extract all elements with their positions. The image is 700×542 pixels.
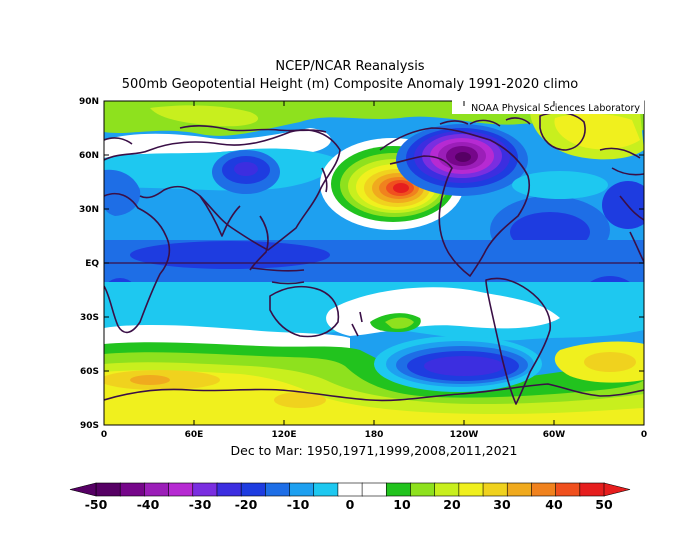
credit-label: NOAA Physical Sciences Laboratory bbox=[471, 103, 640, 114]
colorbar-swatch bbox=[119, 482, 146, 497]
field-europe-blue bbox=[104, 169, 141, 216]
colorbar-left-arrow bbox=[69, 482, 97, 497]
lon-label-120w: 120W bbox=[450, 430, 479, 440]
field-southern-ocean-bright bbox=[104, 370, 644, 425]
colorbar-label-20: 20 bbox=[443, 497, 461, 512]
colorbar-swatch bbox=[361, 482, 388, 497]
coastlines bbox=[104, 111, 644, 405]
colorbar-swatch bbox=[313, 482, 339, 497]
coast-indochina bbox=[249, 215, 269, 271]
colorbar-swatch bbox=[434, 482, 460, 497]
coast-new-zealand bbox=[351, 311, 363, 337]
colorbar-swatch bbox=[579, 482, 605, 497]
colorbar-label-neg10: -10 bbox=[287, 497, 310, 512]
colorbar-swatch bbox=[265, 482, 291, 497]
colorbar-swatch bbox=[240, 482, 267, 497]
field-arctic-yellow-east-core bbox=[554, 113, 640, 150]
colorbar-label-0: 0 bbox=[346, 497, 355, 512]
colorbar-swatch bbox=[337, 482, 363, 497]
colorbar-swatch bbox=[410, 482, 436, 497]
coast-australia bbox=[269, 285, 340, 338]
coast-canadian-arctic bbox=[439, 117, 531, 127]
lon-label-60e: 60E bbox=[185, 430, 204, 440]
colorbar-label-40: 40 bbox=[545, 497, 563, 512]
field-siberia-trough-core bbox=[234, 162, 258, 176]
coast-africa bbox=[104, 192, 171, 334]
coast-north-america bbox=[379, 127, 531, 277]
coast-india bbox=[199, 195, 241, 237]
coast-eurasia bbox=[104, 129, 341, 251]
lat-label-60s: 60S bbox=[80, 367, 99, 377]
field-canada-trough-core bbox=[455, 152, 471, 162]
colorbar-swatch bbox=[95, 482, 121, 497]
coast-western-europe bbox=[619, 195, 644, 263]
lon-axis: 0 60E 120E 180 120W 60W 0 bbox=[101, 101, 647, 440]
field-north-atlantic-cyan bbox=[512, 171, 608, 199]
lat-label-90n: 90N bbox=[79, 97, 99, 107]
colorbar-label-10: 10 bbox=[393, 497, 411, 512]
lat-label-30s: 30S bbox=[80, 313, 99, 323]
credit-box bbox=[452, 100, 644, 114]
colorbar-swatch bbox=[482, 482, 509, 497]
colorbar-label-neg30: -30 bbox=[189, 497, 212, 512]
colorbar-swatch bbox=[458, 482, 484, 497]
colorbar-label-neg20: -20 bbox=[235, 497, 258, 512]
colorbar-swatch bbox=[531, 482, 557, 497]
colorbar-label-50: 50 bbox=[595, 497, 613, 512]
colorbar bbox=[69, 482, 631, 497]
colorbar-label-30: 30 bbox=[493, 497, 511, 512]
lat-label-60n: 60N bbox=[79, 151, 99, 161]
field-south-white-indian bbox=[104, 324, 350, 350]
colorbar-swatch bbox=[168, 482, 194, 497]
coast-antarctica bbox=[104, 383, 644, 402]
map-plot-area bbox=[104, 101, 644, 425]
coast-south-america bbox=[485, 277, 552, 405]
field-antarctic-gold bbox=[274, 392, 326, 408]
lon-label-60w: 60W bbox=[543, 430, 566, 440]
colorbar-swatch bbox=[144, 482, 170, 497]
colorbar-swatch bbox=[289, 482, 315, 497]
colorbar-swatch bbox=[192, 482, 218, 497]
colorbar-labels: -50 -40 -30 -20 -10 0 10 20 30 40 50 bbox=[85, 497, 613, 512]
field-south-pacific-trough-core bbox=[424, 356, 504, 376]
title-line-1: NCEP/NCAR Reanalysis bbox=[275, 59, 425, 74]
field-east-atlantic-blue bbox=[602, 181, 644, 229]
coast-europe bbox=[104, 137, 644, 176]
lat-label-eq: EQ bbox=[85, 259, 99, 269]
colorbar-swatch bbox=[385, 482, 412, 497]
coast-indonesia bbox=[251, 267, 305, 285]
colorbar-swatch bbox=[506, 482, 533, 497]
field-arctic-yellow bbox=[150, 105, 259, 127]
lat-label-90s: 90S bbox=[80, 421, 99, 431]
lon-label-180: 180 bbox=[365, 430, 384, 440]
field-indian-orange bbox=[130, 375, 170, 385]
colorbar-swatch bbox=[216, 482, 242, 497]
colorbar-right-arrow bbox=[603, 482, 631, 497]
title-line-2: 500mb Geopotential Height (m) Composite … bbox=[121, 77, 579, 92]
colorbar-label-neg50: -50 bbox=[85, 497, 108, 512]
coast-siberia-north bbox=[179, 125, 327, 133]
field-south-atlantic-gold bbox=[584, 352, 636, 372]
coast-japan bbox=[321, 167, 328, 193]
colorbar-swatch bbox=[555, 482, 581, 497]
date-composite-subtitle: Dec to Mar: 1950,1971,1999,2008,2011,202… bbox=[230, 443, 518, 458]
lon-label-0-right: 0 bbox=[641, 430, 647, 440]
lon-label-120e: 120E bbox=[272, 430, 297, 440]
lon-label-0-left: 0 bbox=[101, 430, 107, 440]
colorbar-label-neg40: -40 bbox=[137, 497, 160, 512]
field-south-pacific-lime bbox=[385, 317, 414, 329]
field-tropics-dblue-indian bbox=[130, 241, 330, 269]
lat-label-30n: 30N bbox=[79, 205, 99, 215]
field-pacific-ridge-red bbox=[393, 183, 409, 193]
lat-axis: 90N 60N 30N EQ 30S 60S 90S bbox=[79, 97, 644, 431]
